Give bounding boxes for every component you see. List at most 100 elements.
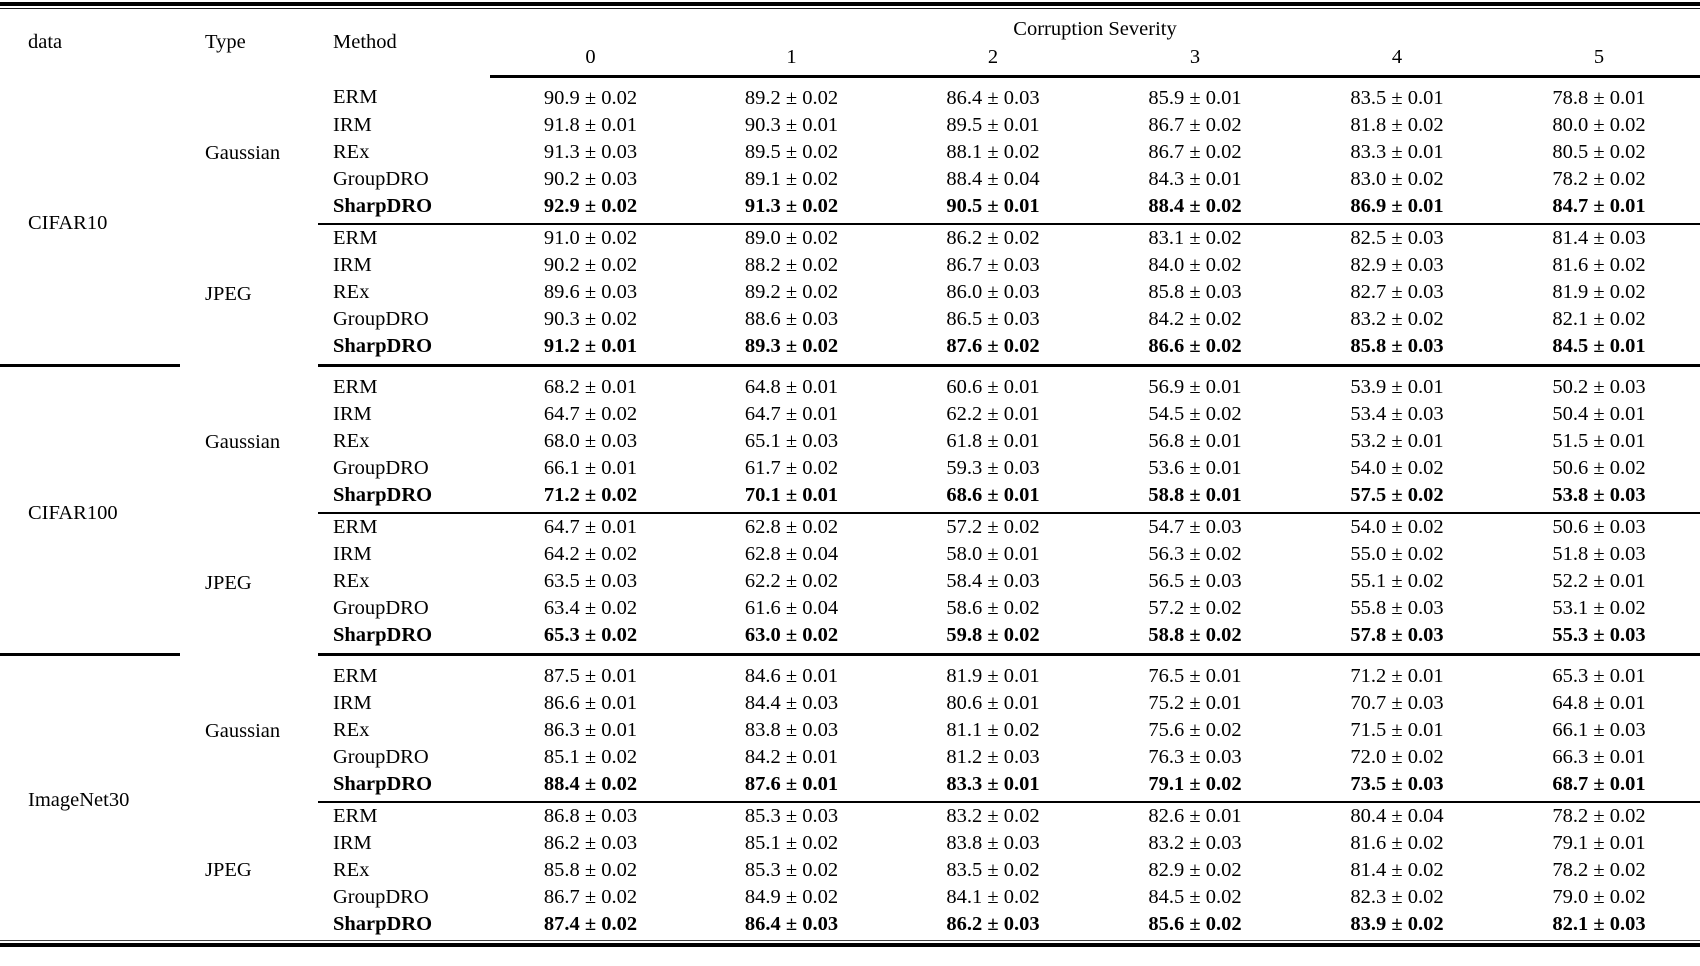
value-cell: 86.8 ± 0.03 [543, 805, 638, 827]
value-cell: 91.3 ± 0.02 [691, 193, 892, 225]
corruption-type-cell: Gaussian [205, 142, 281, 165]
value-cell: 90.5 ± 0.01 [892, 193, 1094, 225]
value-cell: 83.2 ± 0.02 [946, 805, 1040, 827]
method-cell: ERM [333, 86, 378, 109]
value-cell: 88.6 ± 0.03 [744, 308, 839, 330]
value-cell: 81.4 ± 0.03 [1552, 227, 1646, 249]
value-cell: 64.7 ± 0.02 [543, 403, 638, 425]
value-cell: 90.3 ± 0.01 [744, 114, 839, 136]
method-cell: ERM [333, 805, 378, 827]
value-cell: 85.1 ± 0.02 [543, 746, 638, 768]
value-cell: 83.0 ± 0.02 [1350, 168, 1444, 190]
value-cell: 78.2 ± 0.02 [1552, 805, 1646, 827]
value-cell: 84.7 ± 0.01 [1498, 193, 1700, 225]
value-cell: 86.0 ± 0.03 [946, 281, 1040, 303]
value-cell: 64.8 ± 0.01 [744, 376, 839, 398]
value-cell: 79.1 ± 0.01 [1552, 832, 1646, 854]
value-cell: 83.3 ± 0.01 [892, 771, 1094, 803]
value-cell: 66.1 ± 0.01 [543, 457, 638, 479]
table-row: SharpDRO 88.4 ± 0.02 87.6 ± 0.01 83.3 ± 0.0… [0, 771, 1700, 803]
value-cell: 89.1 ± 0.02 [744, 168, 839, 190]
value-cell: 89.2 ± 0.02 [744, 87, 839, 109]
corruption-type-cell: JPEG [205, 283, 252, 306]
value-cell: 91.0 ± 0.02 [543, 227, 638, 249]
top-rule-thick [0, 2, 1700, 6]
value-cell: 82.3 ± 0.02 [1350, 886, 1444, 908]
method-cell: REx [333, 141, 370, 163]
table-row: SharpDRO 71.2 ± 0.02 70.1 ± 0.01 68.6 ± 0.0… [0, 482, 1700, 514]
value-cell: 89.2 ± 0.02 [744, 281, 839, 303]
value-cell: 84.1 ± 0.02 [946, 886, 1040, 908]
method-cell: GroupDRO [333, 308, 429, 330]
method-cell: ERM [333, 516, 378, 538]
value-cell: 58.8 ± 0.01 [1094, 482, 1296, 514]
value-cell: 86.2 ± 0.02 [946, 227, 1040, 249]
value-cell: 59.3 ± 0.03 [946, 457, 1040, 479]
value-cell: 56.8 ± 0.01 [1148, 430, 1242, 452]
method-cell: IRM [333, 114, 372, 136]
severity-level-header-0: 0 [490, 43, 691, 78]
value-cell: 75.2 ± 0.01 [1148, 692, 1242, 714]
value-cell: 62.2 ± 0.01 [946, 403, 1040, 425]
value-cell: 61.6 ± 0.04 [744, 597, 839, 619]
value-cell: 85.6 ± 0.02 [1148, 913, 1242, 935]
value-cell: 81.8 ± 0.02 [1350, 114, 1444, 136]
value-cell: 86.6 ± 0.02 [1094, 333, 1296, 367]
value-cell: 88.4 ± 0.02 [1094, 193, 1296, 225]
value-cell: 81.9 ± 0.02 [1552, 281, 1646, 303]
header-method: Method [333, 31, 397, 54]
value-cell: 83.8 ± 0.03 [946, 832, 1040, 854]
value-cell: 71.2 ± 0.01 [1350, 665, 1444, 687]
value-cell: 86.7 ± 0.03 [946, 254, 1040, 276]
value-cell: 84.4 ± 0.03 [744, 692, 839, 714]
value-cell: 57.2 ± 0.02 [946, 516, 1040, 538]
value-cell: 84.2 ± 0.02 [1148, 308, 1242, 330]
value-cell: 84.2 ± 0.01 [744, 746, 839, 768]
method-cell: SharpDRO [333, 913, 433, 935]
table-row: GroupDRO 85.1 ± 0.02 84.2 ± 0.01 81.2 ± 0.0… [0, 744, 1700, 771]
value-cell: 51.5 ± 0.01 [1552, 430, 1646, 452]
value-cell: 85.8 ± 0.03 [1148, 281, 1242, 303]
value-cell: 57.5 ± 0.02 [1296, 482, 1498, 514]
table-row: GroupDRO 66.1 ± 0.01 61.7 ± 0.02 59.3 ± 0.0… [0, 455, 1700, 482]
value-cell: 86.4 ± 0.03 [744, 913, 839, 935]
method-cell: GroupDRO [333, 886, 429, 908]
value-cell: 85.8 ± 0.02 [543, 859, 638, 881]
value-cell: 83.5 ± 0.01 [1350, 87, 1444, 109]
table-row: SharpDRO 65.3 ± 0.02 63.0 ± 0.02 59.8 ± 0.0… [0, 622, 1700, 656]
severity-level-header-2: 2 [892, 43, 1094, 78]
dataset-name-cell: ImageNet30 [28, 789, 130, 811]
table-row: CIFAR10 Gaussian ERM 90.9 ± 0.02 89.2 ± 0.02… [0, 76, 1700, 367]
value-cell: 89.6 ± 0.03 [543, 281, 638, 303]
value-cell: 90.2 ± 0.02 [543, 254, 638, 276]
value-cell: 52.2 ± 0.01 [1552, 570, 1646, 592]
value-cell: 82.1 ± 0.03 [1552, 913, 1646, 935]
value-cell: 56.5 ± 0.03 [1148, 570, 1242, 592]
value-cell: 50.6 ± 0.02 [1552, 457, 1646, 479]
value-cell: 83.3 ± 0.01 [1350, 141, 1444, 163]
value-cell: 71.5 ± 0.01 [1350, 719, 1444, 741]
value-cell: 89.0 ± 0.02 [744, 227, 839, 249]
value-cell: 82.1 ± 0.02 [1552, 308, 1646, 330]
table-row: GroupDRO 90.3 ± 0.02 88.6 ± 0.03 86.5 ± 0.0… [0, 306, 1700, 333]
value-cell: 81.2 ± 0.03 [946, 746, 1040, 768]
value-cell: 84.9 ± 0.02 [744, 886, 839, 908]
table-row: JPEG ERM 64.7 ± 0.01 62.8 ± 0.02 57.2 ± 0.02… [0, 513, 1700, 594]
value-cell: 82.7 ± 0.03 [1350, 281, 1444, 303]
value-cell: 88.1 ± 0.02 [946, 141, 1040, 163]
method-cell: ERM [333, 227, 378, 249]
value-cell: 65.3 ± 0.02 [490, 622, 691, 656]
value-cell: 61.8 ± 0.01 [946, 430, 1040, 452]
method-cell: REx [333, 281, 370, 303]
severity-level-header-3: 3 [1094, 43, 1296, 78]
table-row: REx 89.6 ± 0.03 89.2 ± 0.02 86.0 ± 0.03 85.8… [0, 279, 1700, 306]
value-cell: 71.2 ± 0.02 [490, 482, 691, 514]
corruption-type-cell: JPEG [205, 858, 252, 881]
value-cell: 87.5 ± 0.01 [543, 665, 638, 687]
value-cell: 83.1 ± 0.02 [1148, 227, 1242, 249]
value-cell: 90.2 ± 0.03 [543, 168, 638, 190]
table-row: GroupDRO 90.2 ± 0.03 89.1 ± 0.02 88.4 ± 0.0… [0, 166, 1700, 193]
value-cell: 55.0 ± 0.02 [1350, 543, 1444, 565]
value-cell: 86.5 ± 0.03 [946, 308, 1040, 330]
